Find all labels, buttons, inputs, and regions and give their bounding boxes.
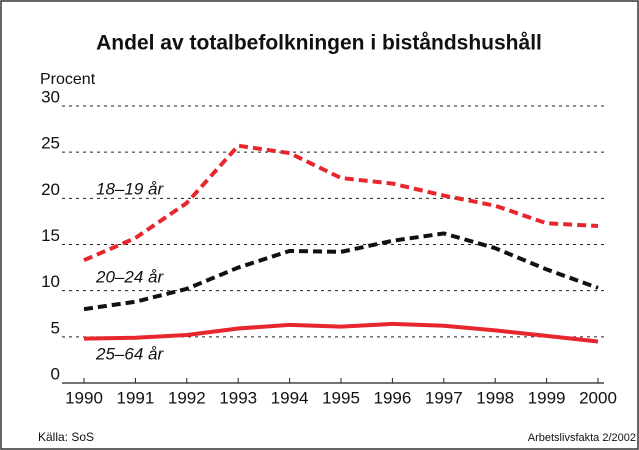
x-tick-label: 1993 <box>219 388 257 407</box>
y-tick-label: 10 <box>41 272 60 291</box>
y-tick-label: 0 <box>51 364 60 383</box>
series-line <box>83 321 599 344</box>
x-tick-label: 1992 <box>168 388 206 407</box>
series-label: 20–24 år <box>95 267 164 286</box>
x-tick-label: 1990 <box>65 388 103 407</box>
x-tick-label: 1999 <box>528 388 566 407</box>
y-axis-label: Procent <box>40 71 96 88</box>
y-tick-label: 25 <box>41 134 60 153</box>
credit: Arbetslivsfakta 2/2002 <box>528 432 636 444</box>
series-label: 25–64 år <box>95 344 164 363</box>
y-tick-label: 15 <box>41 226 60 245</box>
source: Källa: SoS <box>38 430 94 444</box>
y-tick-label: 30 <box>41 87 60 106</box>
x-tick-label: 1996 <box>373 388 411 407</box>
x-tick-label: 1997 <box>425 388 463 407</box>
x-tick-label: 1998 <box>476 388 514 407</box>
x-tick-label: 2000 <box>579 388 617 407</box>
x-tick-label: 1995 <box>322 388 360 407</box>
y-tick-label: 5 <box>51 318 60 337</box>
series-line <box>83 143 599 263</box>
x-tick-label: 1994 <box>271 388 309 407</box>
y-tick-label: 20 <box>41 180 60 199</box>
series-line <box>83 231 599 312</box>
series-label: 18–19 år <box>96 179 164 198</box>
chart-title: Andel av totalbefolkningen i biståndshus… <box>96 32 542 55</box>
x-tick-label: 1991 <box>116 388 154 407</box>
